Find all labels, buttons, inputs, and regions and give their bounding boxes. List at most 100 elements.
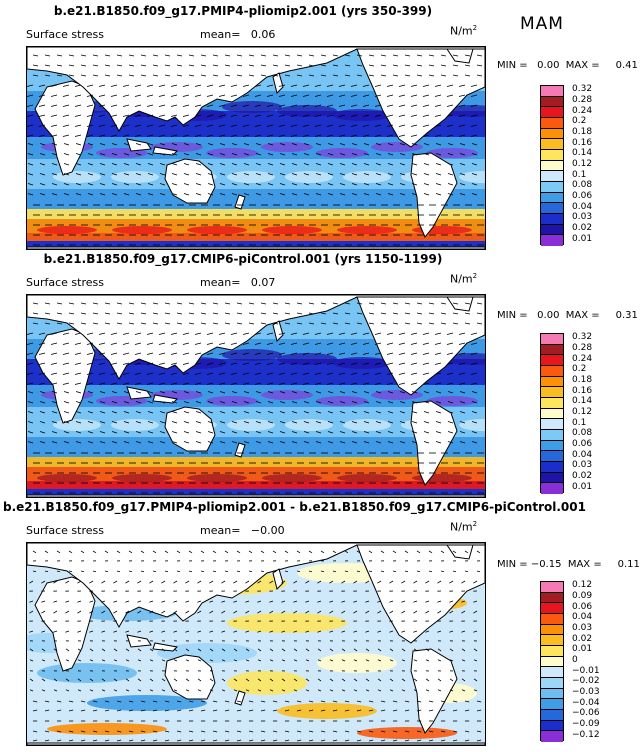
panel3-mean-value: −0.00 xyxy=(250,524,285,537)
panel1-colorbar xyxy=(540,85,564,246)
colorbar-swatch xyxy=(541,203,563,214)
colorbar-swatch xyxy=(541,419,563,430)
colorbar-tick-label: 0.2 xyxy=(572,364,587,375)
colorbar-tick-label: 0.32 xyxy=(572,332,593,343)
colorbar-swatch xyxy=(541,677,563,689)
colorbar-swatch xyxy=(541,624,563,636)
panel1-minmax: MIN = 0.00 MAX = 0.41 xyxy=(497,60,638,71)
colorbar-swatch xyxy=(541,592,563,604)
colorbar-swatch xyxy=(541,582,563,593)
colorbar-tick-label: −0.09 xyxy=(572,719,600,729)
colorbar-swatch xyxy=(541,86,563,97)
colorbar-swatch xyxy=(541,334,563,345)
colorbar-swatch xyxy=(541,149,563,161)
panel2-colorbar xyxy=(540,333,564,494)
colorbar-swatch xyxy=(541,355,563,366)
colorbar-swatch xyxy=(541,107,563,118)
colorbar-swatch xyxy=(541,603,563,614)
colorbar-swatch xyxy=(541,472,563,484)
colorbar-tick-label: 0.02 xyxy=(572,471,593,481)
panel2-mean-value: 0.07 xyxy=(250,276,276,289)
colorbar-swatch xyxy=(541,408,563,420)
colorbar-tick-label: 0.12 xyxy=(572,159,593,169)
colorbar-swatch xyxy=(541,160,563,172)
panel2-min: 0.00 xyxy=(537,310,560,321)
colorbar-swatch xyxy=(541,139,563,150)
panel3-min: −0.15 xyxy=(530,559,562,570)
colorbar-tick-label: −0.06 xyxy=(572,708,600,719)
panel1-map xyxy=(26,46,486,250)
colorbar-swatch xyxy=(541,656,563,668)
panel1-mean-label: mean= xyxy=(200,28,241,41)
colorbar-swatch xyxy=(541,731,563,742)
colorbar-tick-label: 0.14 xyxy=(572,148,593,159)
panel1-variable: Surface stress xyxy=(26,28,104,41)
season-label: MAM xyxy=(520,14,564,34)
colorbar-tick-label: 0.01 xyxy=(572,233,593,244)
colorbar-tick-label: 0.03 xyxy=(572,212,593,223)
colorbar-swatch xyxy=(541,667,563,678)
colorbar-swatch xyxy=(541,117,563,129)
panel2-title: b.e21.B1850.f09_g17.CMIP6-piControl.001 … xyxy=(43,252,443,266)
colorbar-tick-label: 0.03 xyxy=(572,623,593,633)
colorbar-tick-label: 0.01 xyxy=(572,481,593,492)
colorbar-swatch xyxy=(541,224,563,236)
colorbar-tick-label: 0.18 xyxy=(572,127,593,137)
panel2-max: 0.31 xyxy=(615,310,638,321)
colorbar-tick-label: 0.14 xyxy=(572,396,593,407)
colorbar-swatch xyxy=(541,96,563,108)
colorbar-tick-label: 0.06 xyxy=(572,439,593,449)
panel3-mean-label: mean= xyxy=(200,524,241,537)
colorbar-swatch xyxy=(541,451,563,462)
panel3-max: 0.11 xyxy=(617,559,640,570)
colorbar-swatch xyxy=(541,645,563,657)
colorbar-tick-label: −0.01 xyxy=(572,665,600,676)
colorbar-swatch xyxy=(541,613,563,625)
colorbar-tick-label: 0.18 xyxy=(572,375,593,385)
colorbar-tick-label: 0 xyxy=(572,655,578,665)
colorbar-tick-label: 0.02 xyxy=(572,633,593,644)
colorbar-tick-label: 0.1 xyxy=(572,169,587,180)
colorbar-tick-label: 0.28 xyxy=(572,343,593,353)
colorbar-swatch xyxy=(541,720,563,732)
colorbar-tick-label: 0.12 xyxy=(572,580,593,591)
colorbar-swatch xyxy=(541,688,563,700)
panel1-mean-value: 0.06 xyxy=(250,28,276,41)
colorbar-swatch xyxy=(541,483,563,494)
colorbar-tick-label: 0.08 xyxy=(572,428,593,439)
panel2-minmax: MIN = 0.00 MAX = 0.31 xyxy=(497,310,638,321)
colorbar-swatch xyxy=(541,365,563,377)
panel3-colorbar xyxy=(540,581,564,742)
colorbar-swatch xyxy=(541,181,563,193)
colorbar-swatch xyxy=(541,387,563,398)
colorbar-swatch xyxy=(541,128,563,140)
colorbar-tick-label: 0.04 xyxy=(572,449,593,460)
panel3-map xyxy=(26,542,486,746)
panel1-units: N/m2 xyxy=(450,24,478,38)
panel3-units: N/m2 xyxy=(450,520,478,534)
colorbar-tick-label: 0.32 xyxy=(572,84,593,95)
colorbar-tick-label: 0.24 xyxy=(572,353,593,364)
colorbar-tick-label: 0.08 xyxy=(572,180,593,191)
colorbar-tick-label: −0.12 xyxy=(572,729,600,740)
colorbar-swatch xyxy=(541,213,563,225)
colorbar-tick-label: 0.28 xyxy=(572,95,593,105)
colorbar-tick-label: 0.04 xyxy=(572,201,593,212)
colorbar-swatch xyxy=(541,344,563,356)
colorbar-tick-label: 0.2 xyxy=(572,116,587,127)
colorbar-swatch xyxy=(541,461,563,473)
colorbar-tick-label: 0.04 xyxy=(572,612,593,623)
colorbar-tick-label: 0.1 xyxy=(572,417,587,428)
colorbar-swatch xyxy=(541,171,563,182)
colorbar-tick-label: 0.03 xyxy=(572,460,593,471)
colorbar-tick-label: 0.24 xyxy=(572,105,593,116)
colorbar-swatch xyxy=(541,699,563,710)
panel3-minmax: MIN = −0.15 MAX = 0.11 xyxy=(497,559,640,570)
panel3-title: b.e21.B1850.f09_g17.PMIP4-pliomip2.001 -… xyxy=(3,500,586,514)
colorbar-swatch xyxy=(541,235,563,246)
colorbar-tick-label: 0.16 xyxy=(572,385,593,396)
colorbar-tick-label: −0.03 xyxy=(572,687,600,697)
colorbar-tick-label: 0.12 xyxy=(572,407,593,417)
colorbar-tick-label: 0.09 xyxy=(572,591,593,601)
panel1-min: 0.00 xyxy=(537,60,560,71)
